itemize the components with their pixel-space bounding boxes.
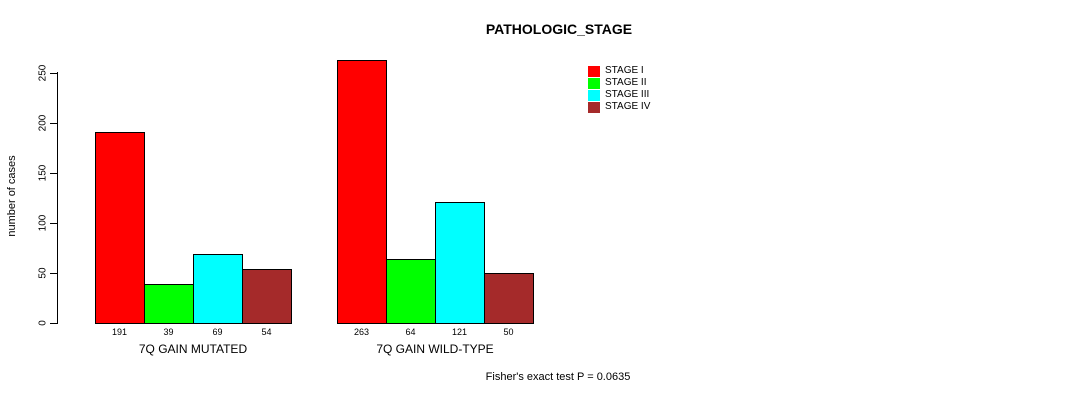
bar-value-label: 50 [503, 327, 514, 337]
bar-value-label: 121 [451, 327, 468, 337]
legend-label: STAGE IV [605, 101, 651, 112]
bar-value-label: 64 [405, 327, 416, 337]
legend-label: STAGE II [605, 77, 647, 88]
bar-stage-iii [435, 202, 485, 324]
legend-item: STAGE IV [588, 101, 650, 113]
bar-value-label: 54 [261, 327, 272, 337]
y-tick [50, 223, 57, 224]
bar-value-label: 69 [212, 327, 223, 337]
legend: STAGE I STAGE II STAGE III STAGE IV [588, 65, 650, 113]
bar-stage-ii [144, 284, 194, 324]
y-tick [50, 273, 57, 274]
y-tick-label: 0 [37, 320, 49, 326]
legend-swatch [588, 65, 600, 77]
y-tick-label: 150 [37, 164, 49, 182]
bar-stage-i [337, 60, 387, 324]
y-tick-label: 200 [37, 114, 49, 132]
stat-annotation: Fisher's exact test P = 0.0635 [485, 371, 631, 383]
y-tick-label: 250 [37, 64, 49, 82]
legend-swatch [588, 77, 600, 89]
legend-item: STAGE II [588, 77, 650, 89]
legend-swatch [588, 101, 600, 113]
chart-title: PATHOLOGIC_STAGE [485, 21, 633, 37]
y-tick-label: 50 [37, 267, 49, 279]
legend-label: STAGE III [605, 89, 650, 100]
bar-stage-iii [193, 254, 243, 324]
y-tick-label: 100 [37, 214, 49, 232]
y-tick [50, 173, 57, 174]
group-label: 7Q GAIN WILD-TYPE [376, 342, 494, 356]
legend-item: STAGE I [588, 65, 650, 77]
y-axis-line [57, 72, 58, 324]
group-label: 7Q GAIN MUTATED [138, 342, 248, 356]
bar-value-label: 39 [163, 327, 174, 337]
bar-value-label: 263 [353, 327, 370, 337]
y-tick [50, 73, 57, 74]
bar-value-label: 191 [111, 327, 128, 337]
y-tick [50, 323, 57, 324]
legend-item: STAGE III [588, 89, 650, 101]
bar-stage-iv [484, 273, 534, 324]
bar-stage-ii [386, 259, 436, 324]
bar-stage-iv [242, 269, 292, 324]
bar-stage-i [95, 132, 145, 324]
legend-swatch [588, 89, 600, 101]
legend-label: STAGE I [605, 65, 644, 76]
y-axis-label: number of cases [6, 155, 18, 237]
y-tick [50, 123, 57, 124]
